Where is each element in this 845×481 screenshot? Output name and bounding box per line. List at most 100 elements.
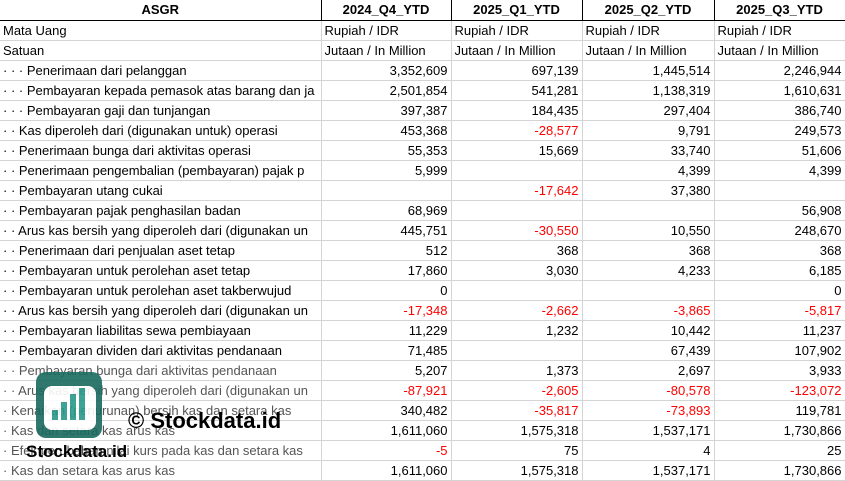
header-period[interactable]: 2025_Q3_YTD bbox=[714, 0, 845, 21]
value-cell[interactable]: -80,578 bbox=[582, 380, 715, 401]
row-label[interactable]: · · Kas diperoleh dari (digunakan untuk)… bbox=[0, 120, 322, 141]
value-cell[interactable]: Jutaan / In Million bbox=[582, 40, 715, 61]
value-cell[interactable]: 4,233 bbox=[582, 260, 715, 281]
row-label[interactable]: · Kas dan setara kas arus kas bbox=[0, 460, 322, 481]
value-cell[interactable]: Jutaan / In Million bbox=[451, 40, 583, 61]
value-cell[interactable]: 1,373 bbox=[451, 360, 583, 381]
value-cell[interactable]: 10,442 bbox=[582, 320, 715, 341]
value-cell[interactable]: 248,670 bbox=[714, 220, 845, 241]
row-label[interactable]: · · Penerimaan pengembalian (pembayaran)… bbox=[0, 160, 322, 181]
value-cell[interactable]: 2,246,944 bbox=[714, 60, 845, 81]
value-cell[interactable]: 6,185 bbox=[714, 260, 845, 281]
value-cell[interactable]: -35,817 bbox=[451, 400, 583, 421]
value-cell[interactable]: Rupiah / IDR bbox=[582, 20, 715, 41]
value-cell[interactable]: 5,207 bbox=[321, 360, 452, 381]
value-cell[interactable]: 368 bbox=[451, 240, 583, 261]
header-period[interactable]: 2024_Q4_YTD bbox=[321, 0, 452, 21]
value-cell[interactable]: -87,921 bbox=[321, 380, 452, 401]
value-cell[interactable]: 51,606 bbox=[714, 140, 845, 161]
value-cell[interactable]: 1,575,318 bbox=[451, 460, 583, 481]
value-cell[interactable]: 119,781 bbox=[714, 400, 845, 421]
value-cell[interactable]: 184,435 bbox=[451, 100, 583, 121]
value-cell[interactable]: Jutaan / In Million bbox=[321, 40, 452, 61]
value-cell[interactable]: 11,229 bbox=[321, 320, 452, 341]
value-cell[interactable]: -3,865 bbox=[582, 300, 715, 321]
value-cell[interactable]: 1,138,319 bbox=[582, 80, 715, 101]
value-cell[interactable]: 1,537,171 bbox=[582, 460, 715, 481]
value-cell[interactable]: -17,642 bbox=[451, 180, 583, 201]
value-cell[interactable]: 3,933 bbox=[714, 360, 845, 381]
row-label[interactable]: · · · Pembayaran kepada pemasok atas bar… bbox=[0, 80, 322, 101]
row-label[interactable]: · · Pembayaran bunga dari aktivitas pend… bbox=[0, 360, 322, 381]
row-label[interactable]: · · Pembayaran liabilitas sewa pembiayaa… bbox=[0, 320, 322, 341]
value-cell[interactable]: 33,740 bbox=[582, 140, 715, 161]
value-cell[interactable]: 453,368 bbox=[321, 120, 452, 141]
value-cell[interactable]: Rupiah / IDR bbox=[321, 20, 452, 41]
row-label[interactable]: · Kenaikan (penurunan) bersih kas dan se… bbox=[0, 400, 322, 421]
row-label[interactable]: · · · Penerimaan dari pelanggan bbox=[0, 60, 322, 81]
row-label[interactable]: · · Pembayaran dividen dari aktivitas pe… bbox=[0, 340, 322, 361]
value-cell[interactable] bbox=[582, 200, 715, 221]
value-cell[interactable] bbox=[714, 180, 845, 201]
header-period[interactable]: 2025_Q2_YTD bbox=[582, 0, 715, 21]
value-cell[interactable]: -5 bbox=[321, 440, 452, 461]
value-cell[interactable]: -17,348 bbox=[321, 300, 452, 321]
value-cell[interactable]: 4 bbox=[582, 440, 715, 461]
row-label[interactable]: · · Arus kas bersih yang diperoleh dari … bbox=[0, 380, 322, 401]
value-cell[interactable]: 697,139 bbox=[451, 60, 583, 81]
value-cell[interactable]: 249,573 bbox=[714, 120, 845, 141]
value-cell[interactable]: -2,605 bbox=[451, 380, 583, 401]
row-label[interactable]: · · Pembayaran untuk perolehan aset takb… bbox=[0, 280, 322, 301]
value-cell[interactable]: 68,969 bbox=[321, 200, 452, 221]
row-label[interactable]: · Kas dan setara kas arus kas bbox=[0, 420, 322, 441]
value-cell[interactable]: 10,550 bbox=[582, 220, 715, 241]
value-cell[interactable]: 397,387 bbox=[321, 100, 452, 121]
value-cell[interactable]: 1,232 bbox=[451, 320, 583, 341]
value-cell[interactable] bbox=[451, 160, 583, 181]
value-cell[interactable]: 55,353 bbox=[321, 140, 452, 161]
value-cell[interactable]: 368 bbox=[714, 240, 845, 261]
value-cell[interactable]: 2,697 bbox=[582, 360, 715, 381]
value-cell[interactable] bbox=[451, 200, 583, 221]
value-cell[interactable] bbox=[321, 180, 452, 201]
value-cell[interactable]: 0 bbox=[321, 280, 452, 301]
value-cell[interactable]: 0 bbox=[714, 280, 845, 301]
value-cell[interactable]: 4,399 bbox=[714, 160, 845, 181]
value-cell[interactable]: -2,662 bbox=[451, 300, 583, 321]
header-ticker[interactable]: ASGR bbox=[0, 0, 322, 21]
value-cell[interactable]: 1,730,866 bbox=[714, 420, 845, 441]
row-label[interactable]: · · Pembayaran utang cukai bbox=[0, 180, 322, 201]
value-cell[interactable]: 1,445,514 bbox=[582, 60, 715, 81]
value-cell[interactable]: 56,908 bbox=[714, 200, 845, 221]
value-cell[interactable]: 71,485 bbox=[321, 340, 452, 361]
row-label[interactable]: · Efek perubahan nilai kurs pada kas dan… bbox=[0, 440, 322, 461]
value-cell[interactable] bbox=[451, 280, 583, 301]
value-cell[interactable]: 1,611,060 bbox=[321, 460, 452, 481]
value-cell[interactable] bbox=[582, 280, 715, 301]
value-cell[interactable]: 1,610,631 bbox=[714, 80, 845, 101]
value-cell[interactable]: Rupiah / IDR bbox=[451, 20, 583, 41]
value-cell[interactable]: 340,482 bbox=[321, 400, 452, 421]
row-label[interactable]: · · Penerimaan dari penjualan aset tetap bbox=[0, 240, 322, 261]
value-cell[interactable]: 1,575,318 bbox=[451, 420, 583, 441]
row-label[interactable]: · · · Pembayaran gaji dan tunjangan bbox=[0, 100, 322, 121]
value-cell[interactable]: 368 bbox=[582, 240, 715, 261]
row-label[interactable]: · · Arus kas bersih yang diperoleh dari … bbox=[0, 300, 322, 321]
row-label[interactable]: · · Penerimaan bunga dari aktivitas oper… bbox=[0, 140, 322, 161]
value-cell[interactable]: Rupiah / IDR bbox=[714, 20, 845, 41]
value-cell[interactable]: 75 bbox=[451, 440, 583, 461]
value-cell[interactable]: 541,281 bbox=[451, 80, 583, 101]
value-cell[interactable]: 1,611,060 bbox=[321, 420, 452, 441]
value-cell[interactable]: -5,817 bbox=[714, 300, 845, 321]
value-cell[interactable]: -73,893 bbox=[582, 400, 715, 421]
value-cell[interactable]: 37,380 bbox=[582, 180, 715, 201]
value-cell[interactable]: 4,399 bbox=[582, 160, 715, 181]
value-cell[interactable]: 1,537,171 bbox=[582, 420, 715, 441]
value-cell[interactable]: 1,730,866 bbox=[714, 460, 845, 481]
header-period[interactable]: 2025_Q1_YTD bbox=[451, 0, 583, 21]
row-label[interactable]: Satuan bbox=[0, 40, 322, 61]
row-label[interactable]: · · Arus kas bersih yang diperoleh dari … bbox=[0, 220, 322, 241]
value-cell[interactable]: 25 bbox=[714, 440, 845, 461]
value-cell[interactable]: 386,740 bbox=[714, 100, 845, 121]
value-cell[interactable]: -28,577 bbox=[451, 120, 583, 141]
